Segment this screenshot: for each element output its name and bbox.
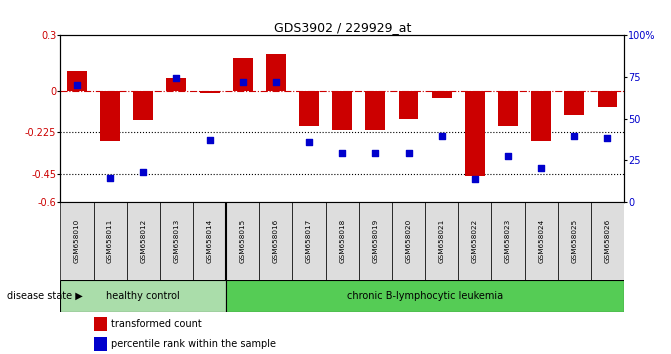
- Bar: [94, 317, 107, 331]
- Text: disease state ▶: disease state ▶: [7, 291, 83, 301]
- Bar: [60, 202, 93, 280]
- Text: GSM658010: GSM658010: [74, 218, 80, 263]
- Bar: [226, 280, 624, 312]
- Bar: [591, 202, 624, 280]
- Point: [403, 150, 414, 156]
- Text: GSM658024: GSM658024: [538, 218, 544, 263]
- Bar: [597, 91, 617, 108]
- Point: [105, 175, 115, 181]
- Text: transformed count: transformed count: [111, 319, 202, 329]
- Bar: [332, 91, 352, 130]
- Text: GSM658018: GSM658018: [340, 218, 345, 263]
- Text: GSM658020: GSM658020: [405, 218, 411, 263]
- Title: GDS3902 / 229929_at: GDS3902 / 229929_at: [274, 21, 411, 34]
- Point: [238, 79, 248, 85]
- Bar: [127, 202, 160, 280]
- Bar: [491, 202, 525, 280]
- Point: [370, 150, 380, 156]
- Text: chronic B-lymphocytic leukemia: chronic B-lymphocytic leukemia: [347, 291, 503, 301]
- Bar: [399, 91, 419, 119]
- Bar: [392, 202, 425, 280]
- Bar: [299, 91, 319, 126]
- Text: GSM658016: GSM658016: [273, 218, 279, 263]
- Bar: [498, 91, 518, 126]
- Point: [503, 154, 513, 159]
- Text: GSM658014: GSM658014: [207, 218, 213, 263]
- Point: [569, 133, 580, 139]
- Point: [171, 75, 182, 81]
- Bar: [458, 202, 491, 280]
- Bar: [465, 91, 484, 176]
- Bar: [226, 202, 259, 280]
- Point: [72, 82, 83, 88]
- Bar: [431, 91, 452, 98]
- Text: GSM658021: GSM658021: [439, 218, 445, 263]
- Point: [337, 150, 348, 156]
- Bar: [266, 54, 286, 91]
- Point: [535, 165, 546, 170]
- Text: GSM658026: GSM658026: [605, 218, 611, 263]
- Bar: [359, 202, 392, 280]
- Text: healthy control: healthy control: [107, 291, 180, 301]
- Bar: [366, 91, 385, 130]
- Bar: [200, 91, 219, 93]
- Text: GSM658022: GSM658022: [472, 218, 478, 263]
- Bar: [100, 91, 120, 141]
- Bar: [193, 202, 226, 280]
- Point: [270, 79, 281, 85]
- Bar: [94, 337, 107, 350]
- Text: GSM658012: GSM658012: [140, 218, 146, 263]
- Point: [204, 137, 215, 143]
- Point: [602, 135, 613, 141]
- Text: GSM658019: GSM658019: [372, 218, 378, 263]
- Bar: [166, 78, 187, 91]
- Bar: [325, 202, 359, 280]
- Text: GSM658015: GSM658015: [240, 218, 246, 263]
- Bar: [425, 202, 458, 280]
- Bar: [564, 91, 584, 115]
- Bar: [293, 202, 325, 280]
- Bar: [67, 70, 87, 91]
- Point: [304, 139, 315, 144]
- Point: [470, 176, 480, 182]
- Bar: [531, 91, 551, 141]
- Bar: [134, 91, 153, 120]
- Text: GSM658017: GSM658017: [306, 218, 312, 263]
- Text: GSM658023: GSM658023: [505, 218, 511, 263]
- Bar: [160, 202, 193, 280]
- Point: [138, 169, 149, 175]
- Bar: [259, 202, 293, 280]
- Bar: [558, 202, 591, 280]
- Text: percentile rank within the sample: percentile rank within the sample: [111, 339, 276, 349]
- Bar: [60, 280, 226, 312]
- Text: GSM658011: GSM658011: [107, 218, 113, 263]
- Bar: [93, 202, 127, 280]
- Text: GSM658025: GSM658025: [571, 218, 577, 263]
- Text: GSM658013: GSM658013: [173, 218, 179, 263]
- Point: [436, 133, 447, 139]
- Bar: [233, 58, 253, 91]
- Bar: [525, 202, 558, 280]
